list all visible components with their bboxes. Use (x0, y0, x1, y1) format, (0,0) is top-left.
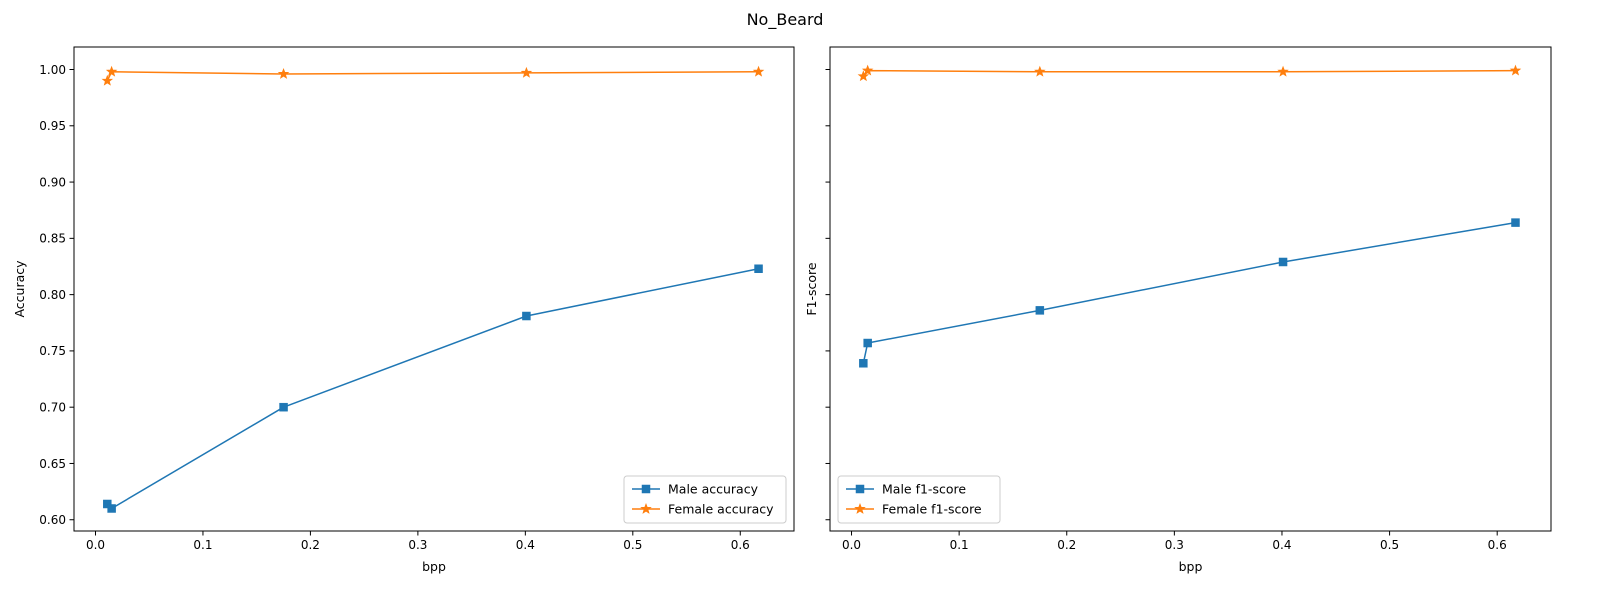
female-f1-score-point (1277, 65, 1289, 77)
legend-box (837, 475, 1001, 524)
x-tick-label: 0.2 (301, 538, 320, 552)
female-accuracy-point (101, 74, 114, 86)
female-accuracy-legend-label: Female accuracy (668, 502, 774, 517)
female-f1-score-series (857, 64, 1522, 82)
y-tick-label: 0.65 (39, 457, 66, 471)
female-f1-score-point (1034, 65, 1046, 77)
plot-frame (829, 46, 1552, 532)
male-accuracy-legend-label: Male accuracy (668, 482, 759, 497)
x-axis-label: bpp (422, 559, 446, 574)
plot-area (830, 47, 1551, 531)
x-tick-label: 0.4 (1272, 538, 1291, 552)
x-tick-label: 0.0 (842, 538, 861, 552)
male-accuracy-point (103, 499, 112, 509)
x-tick-label: 0.1 (193, 538, 212, 552)
x-axis-label: bpp (1179, 559, 1203, 574)
legend-box (623, 475, 787, 524)
y-tick-label: 0.85 (39, 232, 66, 246)
y-tick-label: 1.00 (39, 63, 66, 77)
female-accuracy-point (105, 65, 118, 77)
female-f1-score-legend-label: Female f1-score (882, 502, 982, 517)
y-tick-label: 0.90 (39, 175, 66, 189)
y-tick-label: 0.75 (39, 344, 66, 358)
y-axis-ticks: 0.60 0.65 0.70 0.75 0.80 0.85 0.90 0.95 1.00 (39, 63, 74, 527)
legend: Male accuracy Female accuracy (623, 475, 787, 524)
x-tick-label: 0.5 (623, 538, 642, 552)
plot-frame (73, 46, 795, 532)
male-f1-score-point (1511, 218, 1520, 227)
male-f1-score-legend-label: Male f1-score (882, 482, 966, 497)
male-f1-score-point (859, 359, 868, 368)
female-f1-score-point (857, 70, 870, 82)
female-accuracy-legend-marker (640, 502, 652, 514)
male-f1-score-legend-marker (855, 484, 865, 494)
accuracy-chart-panel: 0.0 0.1 0.2 0.3 0.4 0.5 0.6 0.60 0.65 0.70 0.75 0.8… (12, 46, 795, 574)
x-tick-label: 0.5 (1380, 538, 1399, 552)
female-f1-score-point (861, 64, 874, 76)
female-accuracy-point (520, 66, 533, 78)
x-axis-ticks: 0.0 0.1 0.2 0.3 0.4 0.5 0.6 (842, 531, 1507, 552)
y-tick-label: 0.60 (39, 513, 66, 527)
male-accuracy-series (103, 264, 763, 513)
female-accuracy-point (752, 65, 765, 77)
x-tick-label: 0.0 (86, 538, 105, 552)
male-f1-score-point (1035, 306, 1045, 315)
x-tick-label: 0.4 (516, 538, 535, 552)
x-tick-label: 0.1 (950, 538, 969, 552)
x-tick-label: 0.6 (1488, 538, 1507, 552)
x-axis-ticks: 0.0 0.1 0.2 0.3 0.4 0.5 0.6 (86, 531, 750, 552)
male-f1-score-point (863, 338, 872, 348)
y-tick-label: 0.95 (39, 119, 66, 133)
male-accuracy-legend-marker (641, 484, 651, 494)
y-tick-label: 0.70 (39, 400, 66, 414)
female-f1-score-point (1509, 64, 1522, 76)
y-axis-label: Accuracy (12, 260, 27, 318)
male-accuracy-point (107, 504, 116, 513)
male-accuracy-point (279, 402, 288, 412)
female-f1-score-legend-marker (854, 502, 866, 514)
male-accuracy-point (754, 264, 763, 273)
y-axis-ticks (825, 69, 830, 521)
male-f1-score-point (1278, 257, 1288, 267)
x-tick-label: 0.3 (408, 538, 427, 552)
x-tick-label: 0.3 (1165, 538, 1184, 552)
y-tick-label: 0.80 (39, 288, 66, 302)
figure-title: No_Beard (747, 10, 824, 30)
f1-score-chart-panel: 0.0 0.1 0.2 0.3 0.4 0.5 0.6 bpp F1-score Male f1-… (804, 46, 1552, 574)
female-accuracy-series (101, 65, 765, 86)
male-accuracy-point (522, 311, 531, 321)
plot-area (74, 47, 794, 531)
x-tick-label: 0.2 (1057, 538, 1076, 552)
male-f1-score-series (859, 218, 1520, 368)
legend: Male f1-score Female f1-score (837, 475, 1001, 524)
y-axis-label: F1-score (804, 262, 819, 316)
female-accuracy-point (277, 67, 290, 79)
x-tick-label: 0.6 (731, 538, 750, 552)
